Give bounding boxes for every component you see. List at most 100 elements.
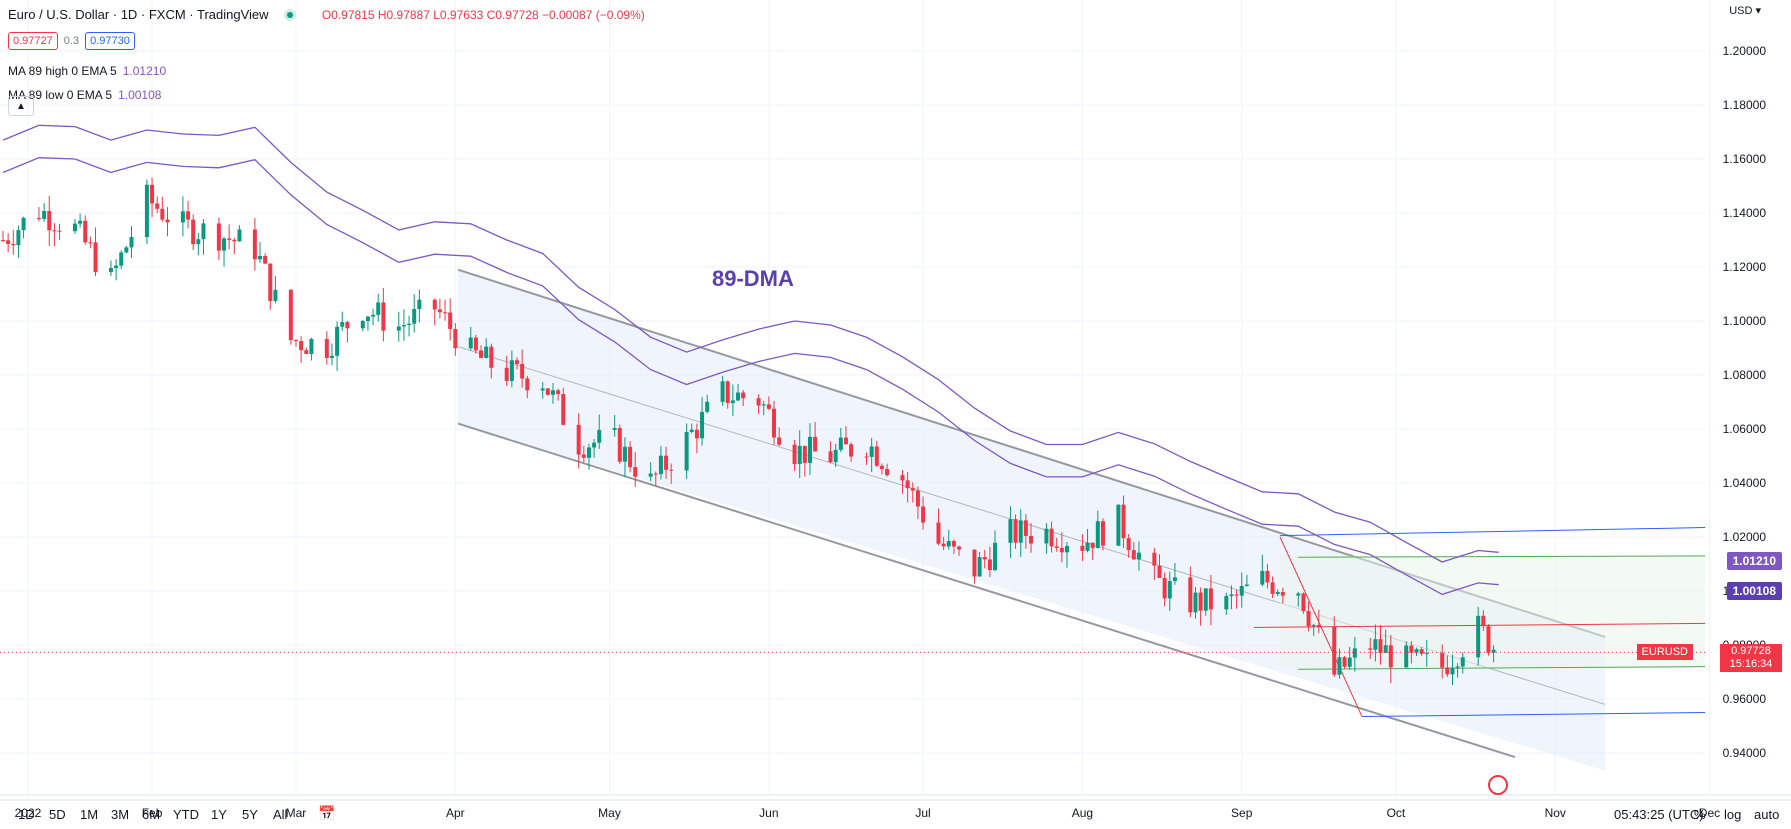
- log-toggle[interactable]: log: [1724, 807, 1742, 822]
- annotation-89-dma[interactable]: 89-DMA: [712, 266, 794, 291]
- candle-body: [489, 346, 494, 368]
- calendar-icon[interactable]: 📅: [318, 805, 336, 821]
- ma-89-low-line: [2, 157, 1499, 596]
- ohlc-values: O0.97815 H0.97887 L0.97633 C0.97728 −0.0…: [321, 8, 645, 22]
- last-price: 0.97728: [1731, 645, 1771, 658]
- candle-body: [515, 360, 519, 364]
- indicator-ma-high[interactable]: MA 89 high 0 EMA 5 1.01210: [8, 64, 166, 78]
- candle-body: [941, 543, 946, 547]
- candle-body: [828, 451, 833, 463]
- fib-trend-line: [1279, 536, 1363, 717]
- candle-body: [401, 325, 406, 327]
- candle-body: [124, 247, 129, 253]
- candle-body: [1203, 588, 1208, 611]
- quote-row: 0.97727 0.3 0.97730: [8, 32, 135, 50]
- candle-body: [1208, 588, 1213, 610]
- candle-body: [371, 314, 376, 317]
- ma-89-high-line: [2, 124, 1499, 563]
- y-tick-label: 1.20000: [1722, 44, 1766, 58]
- candle-body: [849, 444, 854, 457]
- timeframe-button[interactable]: 1M: [80, 807, 99, 822]
- x-tick-label: Jul: [915, 806, 931, 820]
- ask-price[interactable]: 0.97730: [85, 32, 135, 50]
- candle-body: [1167, 581, 1172, 599]
- y-tick-label: 1.04000: [1722, 476, 1766, 490]
- x-tick-label: 2022: [14, 806, 42, 820]
- candle-body: [617, 428, 622, 462]
- candle-body: [340, 322, 345, 327]
- currency-label[interactable]: USD ▾: [1729, 5, 1761, 17]
- percent-toggle[interactable]: %: [1694, 807, 1706, 822]
- candle-body: [1368, 648, 1373, 650]
- candle-body: [525, 378, 530, 391]
- candle-body: [946, 541, 951, 547]
- candle-body: [191, 219, 196, 245]
- candle-body: [1100, 521, 1105, 546]
- y-tick-label: 1.14000: [1722, 206, 1766, 220]
- candle-body: [1388, 645, 1393, 668]
- timeframe-button[interactable]: 6M: [142, 807, 161, 822]
- candle-body: [263, 256, 268, 264]
- candle-body: [838, 437, 843, 450]
- candle-body: [1023, 520, 1028, 536]
- candle-body: [1476, 615, 1481, 658]
- candle-body: [1198, 592, 1203, 611]
- candle-body: [910, 488, 915, 491]
- candle-body: [628, 446, 633, 468]
- candle-body: [1008, 519, 1013, 543]
- candle-body: [1337, 657, 1342, 675]
- timeframe-button[interactable]: 1D: [18, 807, 35, 822]
- candle-body: [612, 428, 617, 430]
- candle-body: [550, 390, 555, 395]
- timeframe-button[interactable]: 5D: [49, 807, 66, 822]
- candle-body: [1424, 653, 1429, 655]
- y-tick-label: 1.16000: [1722, 152, 1766, 166]
- symbol-title[interactable]: Euro / U.S. Dollar · 1D · FXCM · Trading…: [8, 7, 269, 22]
- candle-body: [1311, 624, 1316, 627]
- timeframe-button[interactable]: 3M: [111, 807, 130, 822]
- candle-body: [1136, 552, 1141, 560]
- candle-body: [273, 289, 278, 301]
- moving-averages: [2, 124, 1499, 596]
- candle-body: [304, 350, 309, 354]
- candle-body: [633, 467, 638, 477]
- timeframe-button[interactable]: YTD: [173, 807, 199, 822]
- candle-body: [1460, 657, 1465, 667]
- candle-body: [237, 229, 242, 242]
- timeframe-button[interactable]: 5Y: [242, 807, 258, 822]
- candle-body: [797, 445, 802, 464]
- candle-body: [509, 360, 514, 381]
- y-tick-label: 0.96000: [1722, 692, 1766, 706]
- candle-body: [843, 437, 848, 445]
- candle-body: [684, 431, 689, 471]
- auto-toggle[interactable]: auto: [1754, 807, 1780, 822]
- candles: [1, 177, 1496, 686]
- candle-body: [556, 390, 561, 395]
- timeframe-button[interactable]: All: [273, 807, 288, 822]
- candle-body: [885, 469, 890, 476]
- candle-body: [1244, 584, 1249, 586]
- chevron-up-icon[interactable]: ▲: [8, 96, 34, 116]
- candle-body: [736, 392, 741, 401]
- candle-body: [1044, 528, 1049, 544]
- bid-price[interactable]: 0.97727: [8, 32, 58, 50]
- y-tick-label: 0.94000: [1722, 746, 1766, 760]
- utc-clock[interactable]: 05:43:25 (UTC): [1614, 807, 1704, 822]
- candle-body: [720, 381, 725, 402]
- indicator-ma-low[interactable]: MA 89 low 0 EMA 5 1.00108: [8, 88, 161, 102]
- fib-zone: [1280, 555, 1705, 668]
- candle-body: [700, 411, 705, 439]
- x-tick-label: Jun: [759, 806, 779, 820]
- y-tick-label: 1.02000: [1722, 530, 1766, 544]
- candle-body: [725, 381, 730, 403]
- event-flag-icon: [1488, 775, 1508, 795]
- candle-body: [412, 308, 417, 324]
- candle-body: [468, 337, 473, 349]
- timeframe-button[interactable]: 1Y: [211, 807, 227, 822]
- candle-body: [987, 559, 992, 571]
- candle-body: [905, 480, 910, 489]
- x-tick-label: Mar: [285, 806, 307, 820]
- candle-body: [1414, 649, 1419, 653]
- candle-body: [648, 473, 653, 477]
